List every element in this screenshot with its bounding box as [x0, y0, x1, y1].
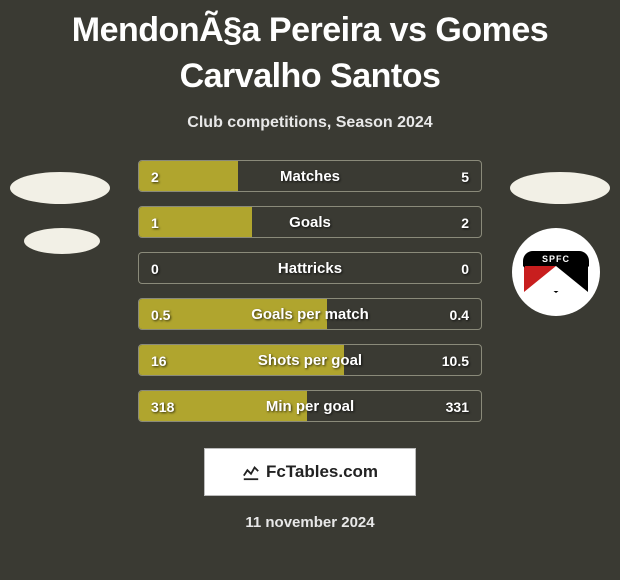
stat-value-right: 5: [461, 161, 469, 192]
stat-value-left: 1: [151, 207, 159, 238]
stat-value-left: 0: [151, 253, 159, 284]
footer-brand-box[interactable]: FcTables.com: [204, 448, 416, 496]
stat-bar: 0 0Hattricks: [138, 252, 482, 284]
stat-row: 12Goals: [0, 206, 620, 238]
subtitle: Club competitions, Season 2024: [0, 114, 620, 132]
stat-value-left: 2: [151, 161, 159, 192]
stat-value-left: 16: [151, 345, 167, 376]
stat-value-right: 0: [461, 253, 469, 284]
stat-value-right: 331: [446, 391, 469, 422]
stat-bar: 1610.5Shots per goal: [138, 344, 482, 376]
stat-bar: 0.50.4Goals per match: [138, 298, 482, 330]
stat-bar-left-fill: [139, 345, 344, 375]
stat-row: 318331Min per goal: [0, 390, 620, 422]
stat-row: 0 0Hattricks: [0, 252, 620, 284]
fctables-icon: [242, 463, 260, 481]
page-title: MendonÃ§a Pereira vs Gomes Carvalho Sant…: [0, 0, 620, 100]
comparison-card: MendonÃ§a Pereira vs Gomes Carvalho Sant…: [0, 0, 620, 580]
stat-value-right: 2: [461, 207, 469, 238]
footer-brand-text: FcTables.com: [266, 462, 378, 482]
stat-row: 1610.5Shots per goal: [0, 344, 620, 376]
stat-bar: 12Goals: [138, 206, 482, 238]
stat-value-left: 318: [151, 391, 174, 422]
stat-bar: 318331Min per goal: [138, 390, 482, 422]
date-text: 11 november 2024: [0, 514, 620, 531]
stat-row: 0.50.4Goals per match: [0, 298, 620, 330]
stat-label: Hattricks: [139, 253, 481, 284]
stat-value-left: 0.5: [151, 299, 170, 330]
stat-bar: 25Matches: [138, 160, 482, 192]
stat-value-right: 0.4: [450, 299, 469, 330]
stat-row: 25Matches: [0, 160, 620, 192]
stat-value-right: 10.5: [442, 345, 469, 376]
